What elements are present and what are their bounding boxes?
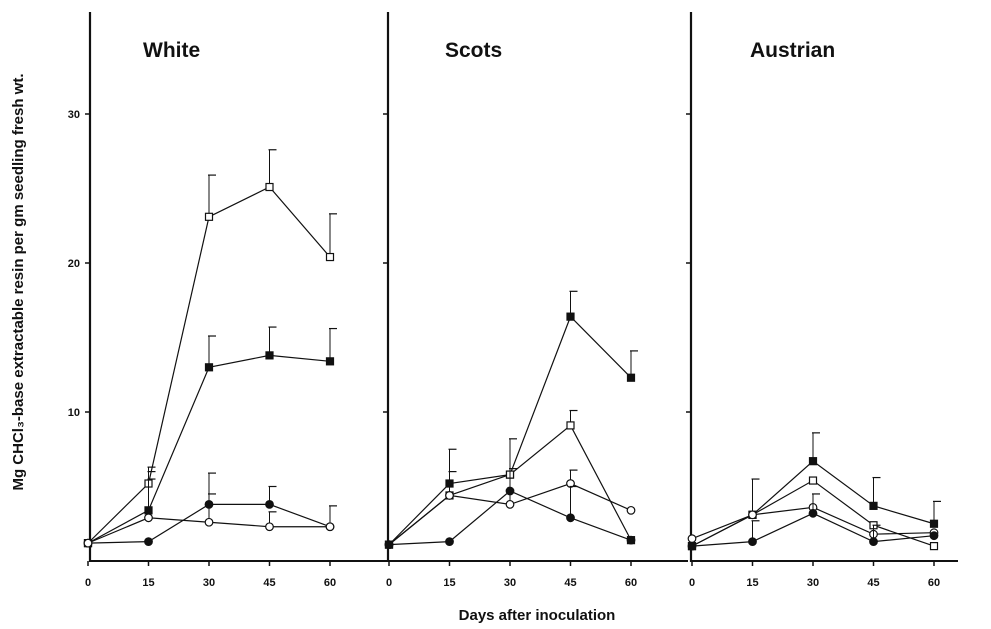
panel-title: Austrian <box>750 39 835 62</box>
series-line <box>691 512 935 547</box>
square-marker <box>626 373 636 382</box>
circle-marker <box>566 513 575 523</box>
square-marker <box>204 363 214 372</box>
square-marker <box>566 312 575 321</box>
circle-marker <box>445 537 454 547</box>
square-marker <box>929 541 939 551</box>
square-marker <box>808 476 818 485</box>
square-marker <box>566 421 575 430</box>
circle-marker <box>748 510 757 520</box>
x-tick-label: 15 <box>142 577 154 589</box>
circle-marker <box>929 531 939 541</box>
series-line <box>388 315 632 546</box>
circle-marker <box>144 537 153 547</box>
panel-title: Scots <box>445 39 502 62</box>
axes: 10 20 30 0 15 30 45 60 White 0 15 30 45 60 Scots 0 15 30 4… <box>68 12 958 589</box>
circle-marker <box>808 508 818 518</box>
panel-title: White <box>143 39 200 62</box>
square-marker <box>325 252 335 262</box>
circle-marker <box>748 537 757 547</box>
circle-marker <box>265 522 274 532</box>
x-tick-label: 45 <box>564 577 576 589</box>
square-marker <box>265 182 274 192</box>
x-tick-label: 0 <box>386 577 392 589</box>
square-marker <box>929 519 939 528</box>
x-tick-label: 45 <box>263 577 275 589</box>
series-layer <box>83 149 941 551</box>
circle-marker <box>505 486 515 496</box>
circle-marker <box>869 537 878 547</box>
square-marker <box>204 212 214 221</box>
circle-marker <box>626 535 636 545</box>
x-axis-title: Days after inoculation <box>459 607 616 624</box>
x-tick-label: 30 <box>203 577 215 589</box>
circle-marker <box>325 522 335 532</box>
circle-marker <box>83 538 93 548</box>
circle-marker <box>626 505 636 515</box>
circle-marker <box>687 541 697 551</box>
square-marker <box>325 357 335 366</box>
x-tick-label: 0 <box>85 577 91 589</box>
x-tick-label: 0 <box>689 577 695 589</box>
square-marker <box>869 501 878 510</box>
x-tick-label: 30 <box>504 577 516 589</box>
square-marker <box>265 351 274 360</box>
circle-marker <box>384 540 394 550</box>
x-tick-label: 60 <box>928 577 940 589</box>
y-axis-title: Mg CHCl₃-base extractable resin per gm s… <box>10 73 27 490</box>
y-tick-label: 20 <box>68 258 80 270</box>
x-tick-label: 60 <box>625 577 637 589</box>
x-tick-label: 15 <box>443 577 455 589</box>
x-tick-label: 15 <box>746 577 758 589</box>
x-tick-label: 30 <box>807 577 819 589</box>
y-tick-label: 30 <box>68 109 80 121</box>
x-tick-label: 45 <box>867 577 879 589</box>
x-tick-label: 60 <box>324 577 336 589</box>
circle-marker <box>144 513 153 523</box>
square-marker <box>808 457 818 466</box>
circle-marker <box>445 491 454 500</box>
circle-marker <box>204 517 214 527</box>
circle-marker <box>505 499 515 509</box>
circle-marker <box>687 534 697 544</box>
y-tick-label: 10 <box>68 407 80 419</box>
circle-marker <box>265 499 274 509</box>
